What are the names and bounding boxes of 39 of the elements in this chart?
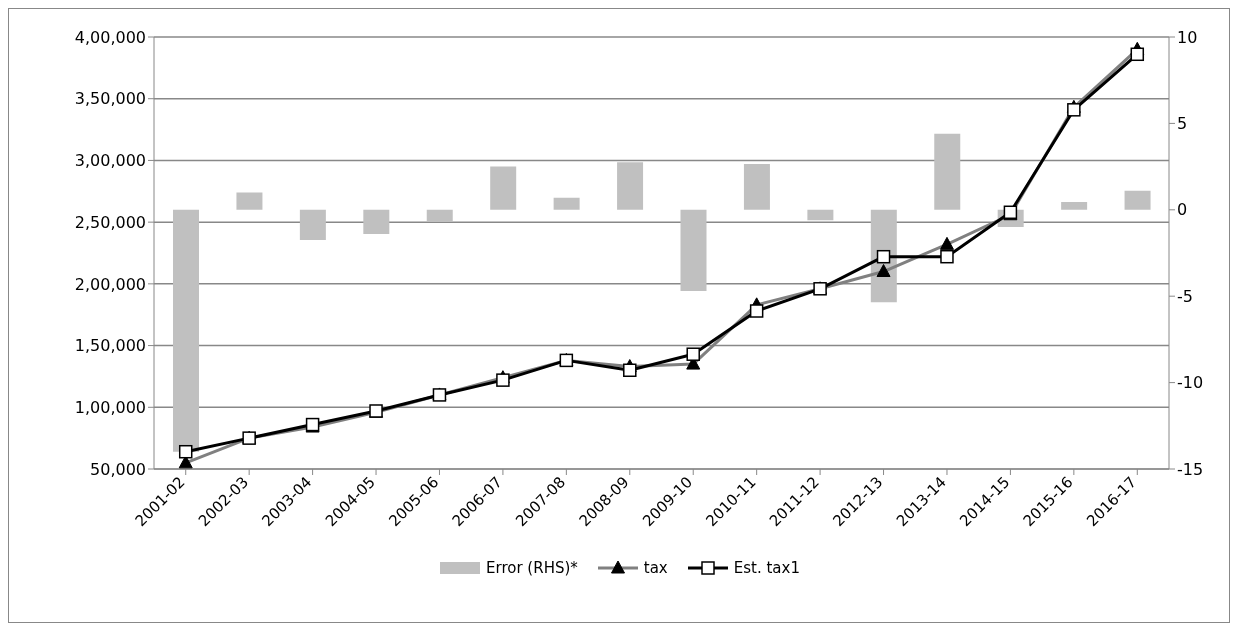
point [623, 363, 637, 378]
y-tick-label: 1,00,000 [74, 397, 146, 417]
point [1067, 103, 1081, 117]
point [876, 249, 891, 264]
bar [807, 209, 834, 221]
y-tick-label: 1,50,000 [74, 336, 146, 356]
bar [363, 209, 390, 234]
bar [236, 192, 263, 210]
legend-label: tax [643, 559, 668, 577]
point [749, 304, 764, 318]
y-tick-label: 3,00,000 [74, 151, 146, 171]
y2-tick-label: -15 [1177, 459, 1204, 479]
bar [553, 197, 580, 210]
bar [1061, 202, 1088, 210]
bar [426, 209, 453, 222]
y-tick-label: 3,50,000 [74, 89, 146, 109]
y2-tick-label: 5 [1177, 114, 1188, 134]
bar [299, 209, 326, 241]
y-tick-label: 50,000 [90, 459, 146, 479]
bar [173, 209, 199, 452]
legend-label: Est. tax1 [733, 559, 800, 577]
y-tick-label: 2,50,000 [74, 212, 146, 232]
point [1130, 47, 1145, 62]
bar [680, 209, 707, 292]
bar [743, 164, 770, 210]
y2-tick-label: 10 [1177, 27, 1198, 47]
bar [617, 162, 644, 210]
y2-tick-label: -10 [1177, 373, 1204, 393]
point [178, 444, 193, 459]
y2-tick-label: 0 [1177, 200, 1188, 220]
point [686, 347, 700, 361]
legend-label: Error (RHS)* [486, 559, 578, 577]
y2-tick-label: -5 [1177, 286, 1193, 306]
y-tick-label: 2,00,000 [74, 274, 146, 294]
bar [1124, 190, 1151, 210]
point [940, 249, 954, 264]
y-tick-label: 4,00,000 [74, 27, 146, 47]
bar [490, 166, 517, 210]
bar [934, 133, 961, 210]
